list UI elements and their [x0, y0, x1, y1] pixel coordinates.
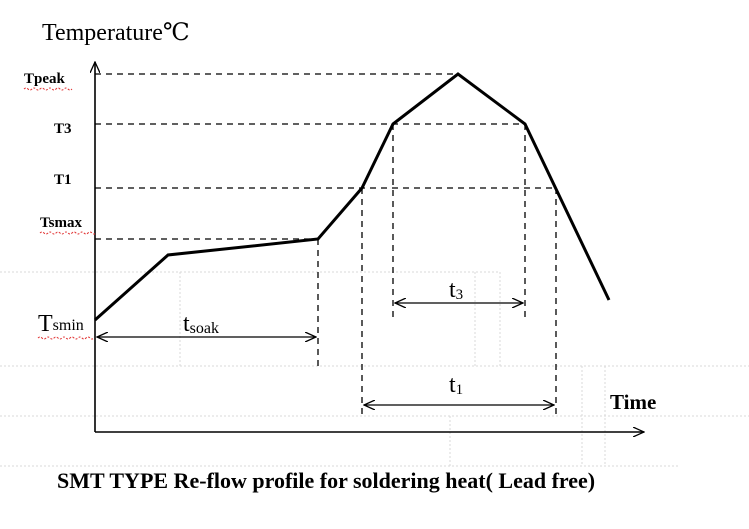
t1-interval-label: t1	[449, 372, 463, 398]
y-axis-label: Temperature℃	[42, 20, 190, 46]
t1-main: t	[449, 372, 456, 398]
spellcheck-underline	[23, 87, 73, 91]
t3-sub: 3	[456, 287, 464, 303]
reference-lines	[95, 73, 557, 418]
interval-arrows	[97, 303, 554, 405]
tpeak-label: Tpeak	[24, 71, 66, 87]
axes	[95, 62, 644, 432]
x-axis-label: Time	[610, 390, 656, 414]
spellcheck-underline	[37, 336, 95, 340]
t3-interval-label: t3	[449, 277, 463, 303]
tsmin-sub: smin	[53, 317, 84, 334]
diagram-title: SMT TYPE Re-flow profile for soldering h…	[57, 468, 595, 493]
spellcheck-underline	[39, 231, 97, 235]
tsoak-sub: soak	[190, 320, 219, 337]
tsmin-label: Tsmin	[38, 311, 84, 337]
tsmax-label: Tsmax	[40, 215, 82, 231]
t3-label: T3	[54, 121, 72, 137]
tsoak-main: t	[183, 311, 190, 337]
t1-sub: 1	[456, 382, 464, 398]
tsoak-label: tsoak	[183, 311, 219, 337]
background-grid	[0, 271, 749, 467]
tsmin-main: T	[38, 311, 53, 337]
t3-main: t	[449, 277, 456, 303]
t1-label: T1	[54, 172, 72, 188]
reflow-profile-curve	[94, 72, 611, 322]
